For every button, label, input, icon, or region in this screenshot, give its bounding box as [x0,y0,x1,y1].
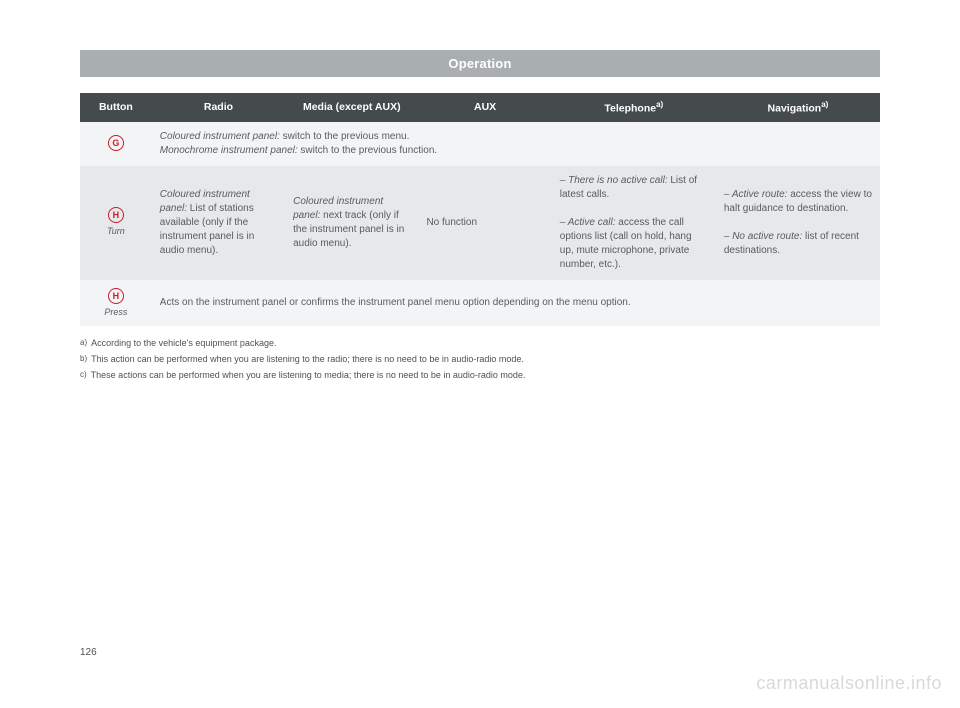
button-h-icon: H [108,207,124,223]
footnote-a-text: According to the vehicle's equipment pac… [91,338,276,348]
operation-table: Button Radio Media (except AUX) AUX Tele… [80,93,880,326]
col-telephone: Telephonea) [552,93,716,122]
footnote-c-text: These actions can be performed when you … [91,370,526,380]
row-g-coloured-text: switch to the previous menu. [280,131,410,142]
footnote-c-mark: c) [80,370,87,379]
button-h-turn-label: Turn [107,226,125,236]
row-h-press-content: Acts on the instrument panel or confirms… [152,280,880,327]
footnotes: a) According to the vehicle's equipment p… [80,338,880,380]
button-h-press-icon: H [108,288,124,304]
row-h-turn-media: Coloured instrument panel: next track (o… [285,166,418,280]
button-cell-g: G [80,122,152,166]
row-g-mono-text: switch to the previous function. [298,145,438,156]
button-g-icon: G [108,135,124,151]
row-g-content: Coloured instrument panel: switch to the… [152,122,880,166]
col-navigation-label: Navigation [768,103,822,115]
nav-active-label: – Active route: [724,189,788,200]
row-h-turn-navigation: – Active route: access the view to halt … [716,166,880,280]
tel-noactive-label: – There is no active call: [560,175,668,186]
manual-page: Operation Button Radio Media (except AUX… [80,50,880,386]
section-title: Operation [80,50,880,77]
row-h-turn-radio: Coloured instrument panel: List of stati… [152,166,285,280]
table-row: H Turn Coloured instrument panel: List o… [80,166,880,280]
col-telephone-label: Telephone [604,103,656,115]
col-media: Media (except AUX) [285,93,418,122]
col-navigation-ref: a) [821,100,828,109]
table-row: G Coloured instrument panel: switch to t… [80,122,880,166]
button-cell-h-press: H Press [80,280,152,327]
button-cell-h-turn: H Turn [80,166,152,280]
footnote-a-mark: a) [80,338,87,347]
row-h-turn-aux: No function [418,166,551,280]
row-g-mono-label: Monochrome instrument panel: [160,145,298,156]
footnote-b-text: This action can be performed when you ar… [91,354,524,364]
tel-active-label: – Active call: [560,217,616,228]
table-header-row: Button Radio Media (except AUX) AUX Tele… [80,93,880,122]
footnote-b: b) This action can be performed when you … [80,354,880,364]
button-h-press-label: Press [104,307,127,317]
footnote-b-mark: b) [80,354,87,363]
col-radio: Radio [152,93,285,122]
row-h-turn-telephone: – There is no active call: List of lates… [552,166,716,280]
footnote-c: c) These actions can be performed when yo… [80,370,880,380]
col-button: Button [80,93,152,122]
watermark: carmanualsonline.info [756,673,942,694]
table-row: H Press Acts on the instrument panel or … [80,280,880,327]
col-aux: AUX [418,93,551,122]
col-navigation: Navigationa) [716,93,880,122]
col-telephone-ref: a) [656,100,663,109]
page-number: 126 [80,647,97,658]
footnote-a: a) According to the vehicle's equipment p… [80,338,880,348]
row-g-coloured-label: Coloured instrument panel: [160,131,280,142]
nav-noactive-label: – No active route: [724,231,802,242]
